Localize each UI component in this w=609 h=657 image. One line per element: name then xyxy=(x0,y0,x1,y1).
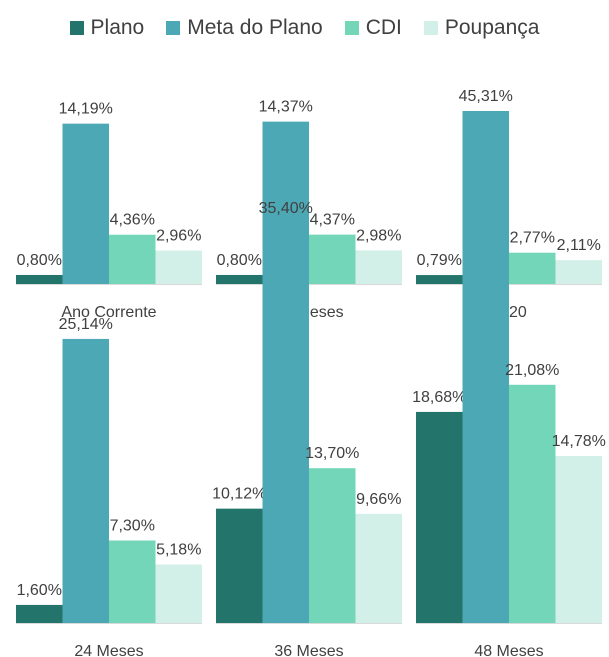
bar-48-meses-meta-do-plano xyxy=(462,110,509,623)
data-label-36-meses-meta-do-plano: 35,40% xyxy=(259,200,313,217)
legend-swatch-poupanca xyxy=(423,21,438,35)
bar-24-meses-cdi xyxy=(109,540,156,623)
data-label-36-meses-poupanca: 9,66% xyxy=(356,491,401,508)
bar-36-meses-cdi xyxy=(309,468,356,623)
data-label-2020-plano: 0,79% xyxy=(417,252,462,269)
data-label-24-meses-poupanca: 5,18% xyxy=(156,541,201,558)
bar-2020-poupanca xyxy=(555,260,602,284)
bar-24-meses-meta-do-plano xyxy=(62,338,109,623)
data-label-ano-corrente-meta-do-plano: 14,19% xyxy=(59,101,113,118)
data-label-12-meses-plano: 0,80% xyxy=(217,252,262,269)
legend-label-plano: Plano xyxy=(90,16,145,39)
bar-48-meses-plano xyxy=(416,411,463,623)
bar-ano-corrente-poupanca xyxy=(155,250,202,284)
legend-label-poupanca: Poupança xyxy=(444,16,540,39)
category-label-36-meses: 36 Meses xyxy=(274,643,343,657)
data-label-48-meses-plano: 18,68% xyxy=(412,389,466,406)
bar-ano-corrente-meta-do-plano xyxy=(62,123,109,284)
data-label-48-meses-poupanca: 14,78% xyxy=(552,433,606,450)
legend-swatch-plano xyxy=(69,21,84,35)
data-label-24-meses-plano: 1,60% xyxy=(17,582,62,599)
bar-12-meses-plano xyxy=(216,274,263,284)
legend-item-meta-do-plano[interactable]: Meta do Plano xyxy=(166,16,323,40)
data-label-ano-corrente-cdi: 4,36% xyxy=(110,212,155,229)
bar-24-meses-poupanca xyxy=(155,564,202,623)
bar-12-meses-poupanca xyxy=(355,250,402,284)
legend-label-meta-do-plano: Meta do Plano xyxy=(187,16,323,39)
legend-item-poupanca[interactable]: Poupança xyxy=(423,16,540,40)
legend-item-plano[interactable]: Plano xyxy=(69,16,145,40)
bar-ano-corrente-plano xyxy=(16,274,63,284)
data-label-ano-corrente-plano: 0,80% xyxy=(17,252,62,269)
bar-24-meses-plano xyxy=(16,604,63,623)
bar-2020-cdi xyxy=(509,252,556,284)
data-label-12-meses-poupanca: 2,98% xyxy=(356,227,401,244)
data-label-48-meses-meta-do-plano: 45,31% xyxy=(459,88,513,105)
data-label-36-meses-cdi: 13,70% xyxy=(305,445,359,462)
bar-ano-corrente-cdi xyxy=(109,234,156,284)
data-label-2020-poupanca: 2,11% xyxy=(557,237,601,254)
legend-item-cdi[interactable]: CDI xyxy=(344,16,402,40)
data-label-ano-corrente-poupanca: 2,96% xyxy=(156,228,201,245)
data-label-24-meses-cdi: 7,30% xyxy=(110,518,155,535)
legend-label-cdi: CDI xyxy=(365,16,402,39)
bar-36-meses-poupanca xyxy=(355,513,402,623)
data-label-12-meses-meta-do-plano: 14,37% xyxy=(259,99,313,116)
data-label-36-meses-plano: 10,12% xyxy=(212,486,266,503)
category-label-48-meses: 48 Meses xyxy=(474,643,543,657)
legend-swatch-meta-do-plano xyxy=(166,21,181,35)
bar-2020-plano xyxy=(416,275,463,284)
bar-36-meses-plano xyxy=(216,508,263,623)
data-label-48-meses-cdi: 21,08% xyxy=(505,362,559,379)
data-label-12-meses-cdi: 4,37% xyxy=(310,212,355,229)
bar-48-meses-poupanca xyxy=(555,455,602,623)
bar-48-meses-cdi xyxy=(509,384,556,623)
data-label-24-meses-meta-do-plano: 25,14% xyxy=(59,316,113,333)
bar-36-meses-meta-do-plano xyxy=(262,222,309,624)
category-label-ano-corrente: Ano Corrente xyxy=(61,304,156,321)
category-label-24-meses: 24 Meses xyxy=(74,643,143,657)
legend-swatch-cdi xyxy=(344,21,359,35)
legend: Plano Meta do Plano CDI Poupança xyxy=(0,12,609,44)
bar-12-meses-cdi xyxy=(309,234,356,284)
data-label-2020-cdi: 2,77% xyxy=(510,230,555,247)
